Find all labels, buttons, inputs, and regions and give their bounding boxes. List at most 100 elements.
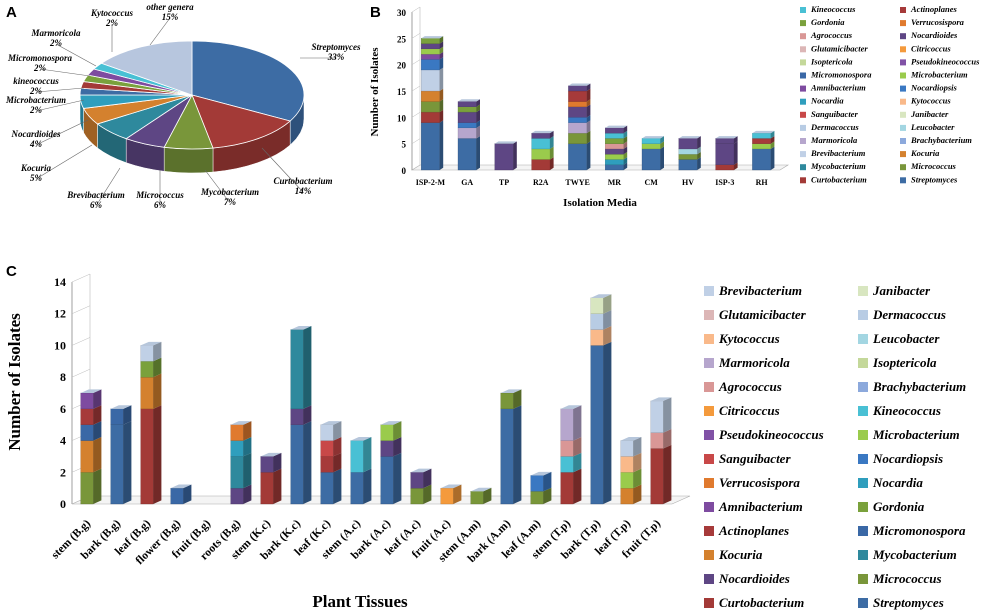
- bar-segment: [590, 313, 604, 330]
- bar-segment: [320, 456, 334, 473]
- bar-segment: [560, 456, 574, 473]
- bar-side: [439, 36, 444, 44]
- pie-label-name: Kocuria: [20, 163, 52, 173]
- legend-swatch: [704, 334, 714, 344]
- pie-leader-line: [261, 147, 304, 193]
- legend-label: Verrucosispora: [911, 17, 965, 27]
- bar-top: [410, 468, 432, 473]
- y-tick-label: 14: [54, 275, 66, 289]
- bar-side: [303, 421, 312, 504]
- legend-label: Agrococcus: [718, 379, 782, 394]
- bar-top: [110, 405, 132, 409]
- pie-leader-line: [55, 43, 97, 67]
- bar-segment: [605, 164, 624, 171]
- bar-side: [439, 46, 444, 55]
- x-tick-label: RH: [756, 178, 769, 187]
- legend-swatch: [900, 59, 906, 66]
- pie-label-pct: 2%: [29, 86, 43, 96]
- legend-label: Nocardia: [810, 96, 844, 106]
- bar-segment: [140, 376, 154, 410]
- bar-side: [476, 104, 480, 113]
- bar-segment: [290, 408, 304, 425]
- pie-leader-line: [149, 17, 171, 46]
- pie-leader-line: [95, 167, 121, 207]
- bar-segment: [752, 132, 771, 139]
- bar-side: [453, 484, 462, 504]
- x-axis-title: Isolation Media: [563, 197, 637, 209]
- pie-label-pct: 14%: [295, 186, 312, 196]
- gridline-diag: [71, 337, 91, 346]
- pie-leader-line: [204, 169, 231, 204]
- legend-label: Nocardioides: [718, 571, 790, 586]
- pie-label-pct: 15%: [162, 12, 179, 22]
- bar-segment: [568, 143, 587, 171]
- y-tick-label: 12: [54, 307, 66, 321]
- bar-segment: [530, 491, 544, 505]
- x-tick-label: TWYE: [565, 178, 589, 187]
- bar-side: [663, 397, 672, 433]
- bar-top: [530, 471, 552, 476]
- legend-label: Nocardiopsis: [872, 451, 943, 466]
- bar-segment: [421, 101, 440, 113]
- bar-segment: [290, 329, 304, 410]
- bar-side: [243, 484, 252, 504]
- bar-side: [93, 468, 102, 504]
- pie-label-pct: 2%: [49, 38, 63, 48]
- y-tick-label: 25: [397, 34, 407, 44]
- legend-swatch: [858, 598, 868, 608]
- bar-side: [393, 452, 402, 504]
- legend-swatch: [858, 430, 868, 440]
- legend-label: Kytococcus: [910, 96, 951, 106]
- bar-segment: [80, 472, 94, 505]
- legend-swatch: [704, 550, 714, 560]
- bar-segment: [457, 122, 477, 129]
- bar-segment: [230, 456, 244, 489]
- legend-label: Nocardia: [872, 475, 923, 490]
- bar-segment: [605, 154, 624, 160]
- pie-label-name: Kytococcus: [90, 8, 133, 18]
- bar-side: [623, 130, 628, 139]
- bar-top: [715, 136, 738, 139]
- bar-side: [476, 125, 480, 139]
- legend-swatch: [800, 46, 806, 53]
- bar-side: [333, 452, 342, 473]
- pie-label-name: Micromonospora: [7, 53, 73, 63]
- bar-segment: [230, 440, 244, 457]
- bar-top: [752, 130, 775, 134]
- bar-side: [439, 67, 444, 91]
- pie-label-name: Curtobacterium: [273, 176, 332, 186]
- bar-segment: [531, 138, 551, 150]
- bar-segment: [560, 472, 574, 505]
- pie-slice-streptomyces: [191, 40, 305, 122]
- legend-label: Micrococcus: [872, 571, 942, 586]
- bar-side: [393, 421, 402, 441]
- legend-swatch: [800, 85, 806, 92]
- bar-side: [623, 162, 628, 170]
- legend-swatch: [800, 72, 806, 79]
- bar-side: [770, 130, 775, 139]
- legend-label: Kineococcus: [872, 403, 941, 418]
- legend-label: Isoptericola: [810, 56, 853, 66]
- y-axis-title: Number of Isolates: [369, 47, 381, 137]
- bar-top: [470, 487, 492, 492]
- legend-label: Kocuria: [718, 547, 763, 562]
- y-tick-label: 8: [60, 370, 66, 384]
- legend-swatch: [900, 98, 906, 105]
- bar-top: [80, 389, 102, 393]
- bar-side: [633, 468, 642, 489]
- bar-top: [170, 484, 192, 489]
- bar-segment: [620, 472, 634, 489]
- panel-c-letter: C: [6, 263, 17, 280]
- bar-segment: [80, 424, 94, 441]
- panel-a-letter: A: [6, 4, 17, 21]
- bar-segment: [350, 472, 364, 505]
- legend-swatch: [704, 430, 714, 440]
- bar-segment: [230, 487, 244, 505]
- bar-segment: [590, 297, 604, 314]
- legend-label: Sanguibacter: [719, 451, 791, 466]
- legend-swatch: [858, 574, 868, 584]
- legend-label: Brevibacterium: [810, 148, 866, 158]
- bar-segment: [80, 392, 94, 410]
- bar-segment: [230, 424, 244, 441]
- bar-side: [603, 310, 612, 330]
